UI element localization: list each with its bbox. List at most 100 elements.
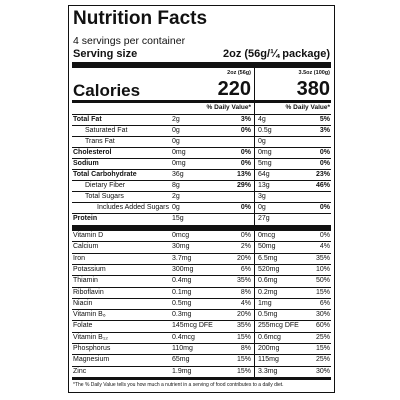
serving-size-label: Serving size [73,48,138,60]
nutrient-name: Folate [73,322,93,330]
nutrient-name: Niacin [73,299,93,307]
daily-value: 30% [315,367,330,375]
serving-size: 2oz (56g/¼ package) [223,48,330,60]
daily-value: 13% [236,171,251,178]
title: Nutrition Facts [73,8,208,29]
nutrient-name: Magnesium [73,356,110,364]
daily-value: 20% [236,311,251,319]
calories-label: Calories [73,81,141,100]
amount: 0.6mg [258,277,278,285]
nutrient-name: Calcium [73,243,99,251]
calories-value: 220 [217,78,251,100]
thick-rule [72,62,331,68]
nutrient-name: Total Sugars [85,193,124,200]
amount: 200mg [258,345,280,352]
amount: 0.5mg [172,299,192,307]
amount: 65mg [172,356,190,364]
rule [72,297,331,299]
nutrient-name: Riboflavin [73,288,104,296]
amount: 0mg [172,149,186,156]
rule [72,191,331,192]
amount: 0g [172,127,180,134]
daily-value: 15% [236,333,251,341]
amount: 0mcg [258,232,276,239]
daily-value: 15% [315,288,330,296]
amount: 50mg [258,243,276,251]
amount: 6.5mg [258,254,278,262]
nutrient-name: Total Carbohydrate [73,171,137,178]
daily-value: 3% [240,116,251,123]
rule [72,136,331,137]
daily-value: 4% [319,243,330,251]
nutrient-name: Vitamin D [73,232,104,239]
amount: 145mcg DFE [172,322,213,330]
amount: 0g [258,204,266,211]
amount: 0.2mg [258,288,278,296]
amount: 0mg [258,149,272,156]
amount: 1.9mg [172,367,192,375]
amount: 3.7mg [172,254,192,262]
amount: 64g [258,171,270,178]
nutrient-name: Dietary Fiber [85,182,126,189]
amount: 0g [172,204,180,211]
amount: 0.5g [258,127,272,134]
daily-value: 2% [240,243,251,251]
daily-value: 50% [315,277,330,285]
footnote: *The % Daily Value tells you how much a … [73,382,284,388]
amount: 4g [258,116,266,123]
amount: 0.3mg [172,311,192,319]
nutrient-name: Total Fat [73,116,102,123]
nutrient-name: Saturated Fat [85,127,128,134]
amount: 13g [258,182,270,189]
amount: 36g [172,171,184,178]
rule [72,252,331,254]
daily-value: 29% [236,182,251,189]
nutrient-name: Iron [73,254,86,262]
daily-value: 30% [315,311,330,319]
daily-value: 35% [236,322,251,330]
nutrient-name: Includes Added Sugars [97,204,169,211]
amount: 0mg [172,160,186,167]
amount: 5mg [258,160,272,167]
daily-value: 0% [240,204,251,211]
amount: 8g [172,182,180,189]
nutrient-name: Cholesterol [73,149,112,156]
rule [72,286,331,288]
rule [72,158,331,159]
rule [72,213,331,214]
daily-value: 0% [319,160,330,167]
nutrient-name: Trans Fat [85,138,115,145]
daily-value: 0% [240,160,251,167]
column-header: 2oz (56g) [227,70,251,76]
rule [72,169,331,170]
nutrition-label: Nutrition Facts 4 servings per container S… [68,5,335,393]
amount: 15g [172,215,184,222]
rule [72,230,331,231]
medium-rule [72,100,331,103]
rule [72,202,331,203]
daily-value: 6% [319,299,330,307]
amount: 2g [172,193,180,200]
medium-rule [72,377,331,380]
amount: 0.1mg [172,288,192,296]
daily-value: 25% [315,356,330,364]
amount: 0mcg [172,232,190,239]
thick-rule [72,225,331,230]
rule [72,275,331,276]
rule [72,309,331,310]
daily-value: 0% [240,149,251,156]
dv-label: % Daily Value* [206,104,251,111]
daily-value: 0% [319,204,330,211]
daily-value: 5% [319,116,330,123]
daily-value: 60% [315,322,330,330]
rule [72,354,331,355]
dv-label: % Daily Value* [285,104,330,111]
rule [72,331,331,333]
rule [72,114,331,115]
daily-value: 23% [315,171,330,178]
rule [72,180,331,181]
rule [72,263,331,265]
amount: 115mg [258,356,279,364]
amount: 255mcg DFE [258,322,299,330]
